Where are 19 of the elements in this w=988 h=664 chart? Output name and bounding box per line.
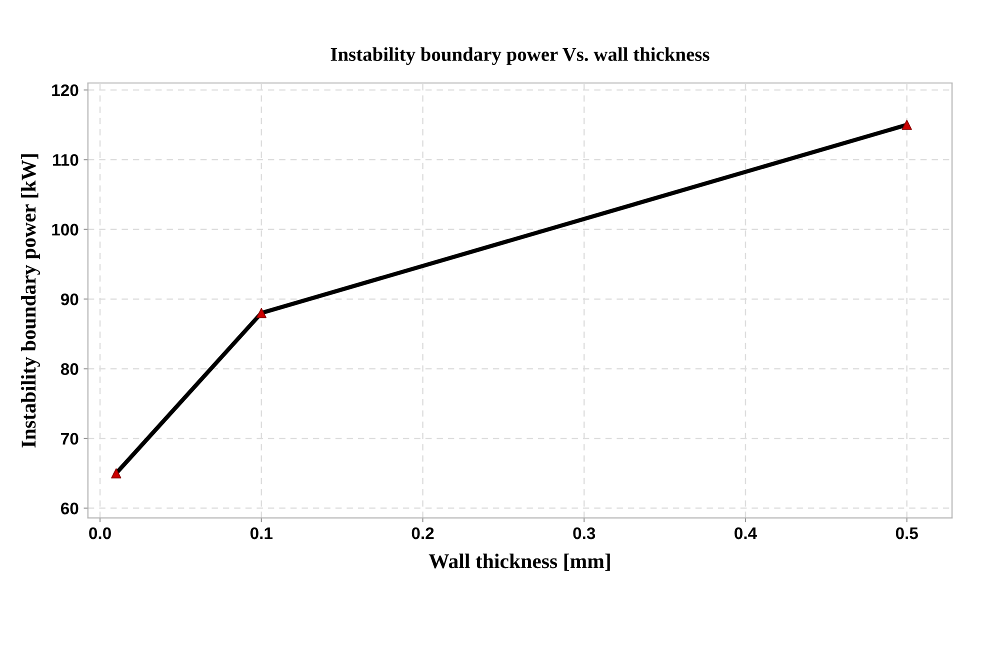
x-tick-label: 0.1 <box>250 527 273 540</box>
y-tick-label: 110 <box>53 154 78 166</box>
x-tick-label: 0.0 <box>89 527 111 540</box>
x-tick-label: 0.5 <box>896 527 918 540</box>
y-axis-title: Instability boundary power [kW] <box>21 154 40 448</box>
point <box>256 308 266 318</box>
point <box>111 468 122 478</box>
y-tick-label: 70 <box>61 432 78 445</box>
y-tick-label: 80 <box>60 363 78 375</box>
y-tick-label: 60 <box>60 502 78 514</box>
point <box>902 120 912 130</box>
chart-title: Instability boundary power Vs. wall thickness <box>330 47 710 65</box>
y-tick-label: 90 <box>60 293 78 306</box>
y-tick-label: 120 <box>52 84 78 96</box>
y-tick-label: 100 <box>52 224 78 236</box>
x-tick-label: 0.3 <box>573 527 596 540</box>
x-axis-title: Wall thickness [mm] <box>428 554 610 571</box>
x-tick-label: 0.2 <box>412 527 434 540</box>
x-tick-label: 0.4 <box>734 527 757 540</box>
